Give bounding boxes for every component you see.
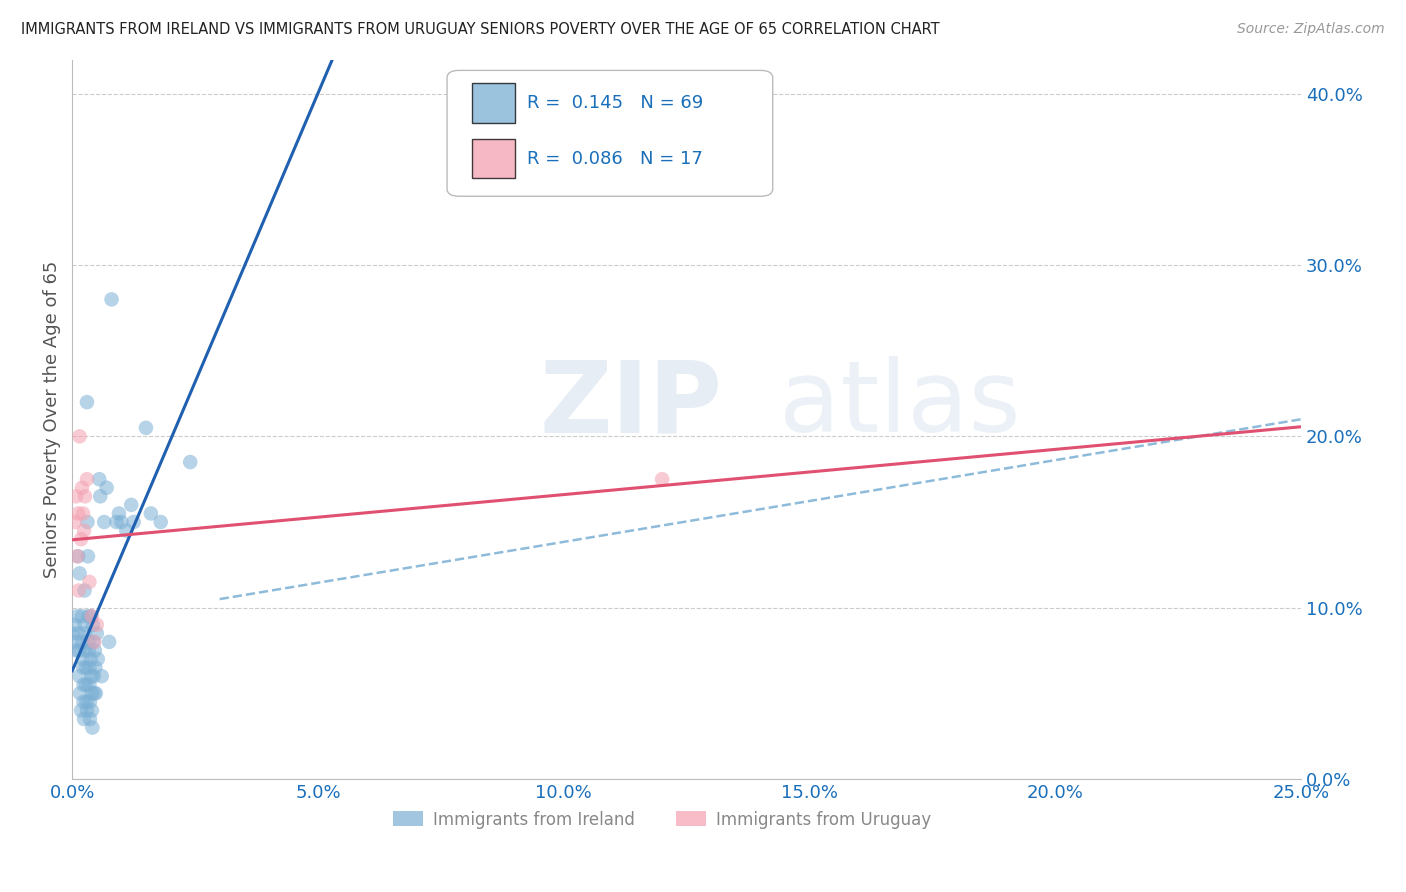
Point [76, 703, 98, 717]
Point [65, 489, 87, 503]
Point [72, 678, 94, 692]
Point [82, 721, 104, 735]
Point [73, 583, 96, 598]
Point [105, 515, 128, 529]
Point [122, 515, 145, 529]
Point [135, 421, 157, 435]
FancyBboxPatch shape [447, 70, 773, 196]
Text: Source: ZipAtlas.com: Source: ZipAtlas.com [1237, 22, 1385, 37]
Point [67, 626, 90, 640]
Point [73, 712, 96, 726]
Point [80, 703, 103, 717]
Point [66, 609, 89, 624]
Point [67, 583, 90, 598]
Point [108, 507, 131, 521]
Point [77, 609, 100, 624]
Point [72, 507, 94, 521]
Text: IMMIGRANTS FROM IRELAND VS IMMIGRANTS FROM URUGUAY SENIORS POVERTY OVER THE AGE : IMMIGRANTS FROM IRELAND VS IMMIGRANTS FR… [21, 22, 939, 37]
FancyBboxPatch shape [471, 139, 515, 178]
Text: atlas: atlas [779, 357, 1021, 453]
Point [651, 472, 673, 486]
Point [110, 515, 132, 529]
Point [83, 686, 105, 700]
Point [84, 660, 107, 674]
Point [139, 507, 162, 521]
Text: ZIP: ZIP [540, 357, 723, 453]
Point [75, 643, 97, 657]
Point [77, 643, 100, 657]
Point [79, 695, 101, 709]
Point [93, 515, 115, 529]
Point [80, 609, 103, 624]
Point [149, 515, 172, 529]
Point [70, 481, 93, 495]
Point [80, 652, 103, 666]
Point [80, 686, 103, 700]
Point [70, 609, 93, 624]
Point [84, 686, 107, 700]
Point [67, 507, 90, 521]
Point [86, 626, 108, 640]
Point [79, 574, 101, 589]
Point [77, 635, 100, 649]
Point [80, 669, 103, 683]
Point [69, 429, 91, 443]
Point [66, 635, 89, 649]
Point [87, 652, 110, 666]
Point [63, 617, 86, 632]
Point [69, 669, 91, 683]
Point [86, 617, 108, 632]
Point [82, 635, 104, 649]
Point [72, 652, 94, 666]
Point [120, 498, 142, 512]
Point [96, 481, 118, 495]
Point [69, 566, 91, 581]
Point [67, 549, 90, 564]
Point [100, 293, 122, 307]
Y-axis label: Seniors Poverty Over the Age of 65: Seniors Poverty Over the Age of 65 [44, 260, 60, 578]
Point [98, 635, 121, 649]
Point [70, 635, 93, 649]
FancyBboxPatch shape [471, 83, 515, 123]
Point [83, 635, 105, 649]
Point [79, 712, 101, 726]
Point [63, 515, 86, 529]
Point [73, 524, 96, 538]
Text: R =  0.145   N = 69: R = 0.145 N = 69 [527, 94, 703, 112]
Point [66, 549, 89, 564]
Point [70, 703, 93, 717]
Point [72, 660, 94, 674]
Legend: Immigrants from Ireland, Immigrants from Uruguay: Immigrants from Ireland, Immigrants from… [387, 804, 938, 835]
Point [76, 395, 98, 409]
Point [179, 455, 201, 469]
Text: R =  0.086   N = 17: R = 0.086 N = 17 [527, 150, 703, 168]
Point [77, 549, 100, 564]
Point [89, 489, 111, 503]
Point [79, 678, 101, 692]
Point [79, 660, 101, 674]
Point [75, 678, 97, 692]
Point [83, 669, 105, 683]
Point [115, 524, 138, 538]
Point [75, 660, 97, 674]
Point [89, 472, 111, 486]
Point [82, 617, 104, 632]
Point [73, 617, 96, 632]
Point [69, 686, 91, 700]
Point [65, 643, 87, 657]
Point [73, 489, 96, 503]
Point [76, 515, 98, 529]
Point [83, 643, 105, 657]
Point [72, 695, 94, 709]
Point [90, 669, 112, 683]
Point [60, 626, 83, 640]
Point [70, 532, 93, 546]
Point [80, 609, 103, 624]
Point [73, 626, 96, 640]
Point [76, 472, 98, 486]
Point [67, 643, 90, 657]
Point [76, 695, 98, 709]
